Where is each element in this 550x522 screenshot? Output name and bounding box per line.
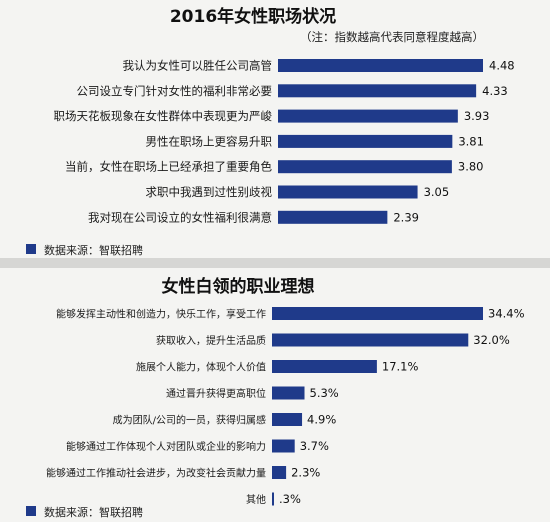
chart-title-0: 2016年女性职场状况 xyxy=(170,6,336,27)
bar-1-4 xyxy=(272,413,303,426)
bar-1-6 xyxy=(272,466,287,479)
bar-1-0 xyxy=(272,307,483,320)
category-label-0-3: 男性在职场上更容易升职 xyxy=(146,134,273,148)
chart-note-0: （注：指数越高代表同意程度越高） xyxy=(300,30,484,44)
bar-0-2 xyxy=(278,109,458,123)
data-label-1-2: 17.1% xyxy=(382,360,419,374)
data-label-0-1: 4.33 xyxy=(482,84,508,98)
data-label-1-1: 32.0% xyxy=(473,333,510,347)
legend-swatch-0 xyxy=(26,244,36,254)
source-note-0: 数据来源：智联招聘 xyxy=(44,243,143,257)
bar-1-1 xyxy=(272,333,469,347)
category-label-1-6: 能够通过工作推动社会进步，为改变社会贡献力量 xyxy=(46,467,266,480)
bar-0-3 xyxy=(278,134,453,148)
data-label-1-7: .3% xyxy=(279,492,301,506)
chart-title-1: 女性白领的职业理想 xyxy=(162,276,315,297)
data-label-1-3: 5.3% xyxy=(310,386,339,400)
bar-0-0 xyxy=(278,59,483,72)
category-label-1-7: 其他 xyxy=(246,493,266,506)
data-label-0-4: 3.80 xyxy=(458,160,484,174)
bar-1-5 xyxy=(272,439,295,453)
source-note-1: 数据来源：智联招聘 xyxy=(44,505,143,519)
data-label-1-6: 2.3% xyxy=(291,466,320,480)
category-label-0-2: 职场天花板现象在女性群体中表现更为严峻 xyxy=(54,109,273,123)
category-label-1-3: 通过晋升获得更高职位 xyxy=(166,387,266,400)
category-label-1-0: 能够发挥主动性和创造力，快乐工作，享受工作 xyxy=(56,308,266,321)
category-label-0-4: 当前，女性在职场上已经承担了重要角色 xyxy=(65,160,272,174)
category-label-1-2: 施展个人能力，体现个人价值 xyxy=(136,361,266,374)
bar-0-4 xyxy=(278,160,452,174)
legend-swatch-1 xyxy=(26,506,36,516)
section-divider xyxy=(0,258,550,268)
bar-1-7 xyxy=(272,492,274,506)
category-label-0-6: 我对现在公司设立的女性福利很满意 xyxy=(88,210,272,224)
data-label-0-0: 4.48 xyxy=(489,59,515,73)
category-label-1-1: 获取收入，提升生活品质 xyxy=(156,334,266,347)
data-label-0-6: 2.39 xyxy=(393,210,419,224)
category-label-0-5: 求职中我遇到过性别歧视 xyxy=(146,185,273,199)
data-label-1-4: 4.9% xyxy=(307,413,336,427)
data-label-0-5: 3.05 xyxy=(424,185,450,199)
category-label-0-0: 我认为女性可以胜任公司高管 xyxy=(123,59,273,73)
bar-0-5 xyxy=(278,185,418,199)
category-label-1-5: 能够通过工作体现个人对团队或企业的影响力 xyxy=(66,440,266,453)
data-label-1-0: 34.4% xyxy=(488,307,525,321)
category-label-1-4: 成为团队/公司的一员，获得归属感 xyxy=(113,414,266,427)
data-label-0-3: 3.81 xyxy=(458,134,484,148)
data-label-1-5: 3.7% xyxy=(300,439,329,453)
bar-1-3 xyxy=(272,386,305,400)
category-label-0-1: 公司设立专门针对女性的福利非常必要 xyxy=(77,84,273,98)
bar-0-1 xyxy=(278,84,477,98)
bar-1-2 xyxy=(272,360,377,373)
bar-0-6 xyxy=(278,210,388,224)
data-label-0-2: 3.93 xyxy=(464,109,490,123)
